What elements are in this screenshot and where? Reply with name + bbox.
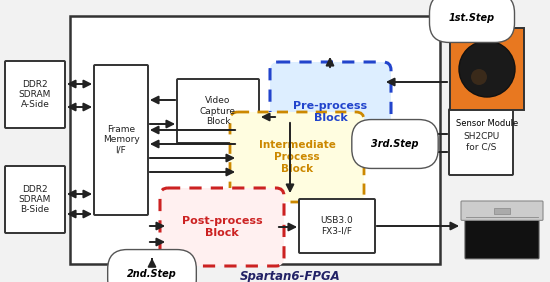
FancyBboxPatch shape	[461, 201, 543, 220]
Text: 1st.Step: 1st.Step	[449, 13, 495, 23]
FancyBboxPatch shape	[5, 166, 65, 233]
FancyBboxPatch shape	[465, 218, 539, 259]
Bar	[494, 208, 510, 214]
FancyBboxPatch shape	[230, 112, 364, 202]
FancyBboxPatch shape	[177, 79, 259, 143]
Text: Pre-process
Block: Pre-process Block	[294, 101, 367, 123]
Circle shape	[471, 69, 487, 85]
Text: Frame
Memory
I/F: Frame Memory I/F	[103, 125, 139, 155]
Text: SH2CPU
for C/S: SH2CPU for C/S	[463, 132, 499, 152]
Text: USB3.0
FX3-I/F: USB3.0 FX3-I/F	[321, 216, 353, 236]
FancyBboxPatch shape	[449, 109, 513, 175]
Text: DDR2
SDRAM
A-Side: DDR2 SDRAM A-Side	[19, 80, 51, 109]
Text: 2nd.Step: 2nd.Step	[127, 269, 177, 279]
Text: DDR2
SDRAM
B-Side: DDR2 SDRAM B-Side	[19, 185, 51, 214]
FancyBboxPatch shape	[5, 61, 65, 128]
Text: Intermediate
Process
Block: Intermediate Process Block	[258, 140, 336, 174]
FancyBboxPatch shape	[299, 199, 375, 253]
Bar	[450, 28, 524, 110]
Text: Sensor Module: Sensor Module	[456, 119, 518, 128]
Bar	[70, 16, 440, 264]
Text: Post-process
Block: Post-process Block	[182, 216, 262, 238]
FancyBboxPatch shape	[160, 188, 284, 266]
FancyBboxPatch shape	[270, 62, 391, 162]
Text: Spartan6-FPGA: Spartan6-FPGA	[240, 270, 340, 282]
Text: 3rd.Step: 3rd.Step	[371, 139, 419, 149]
FancyBboxPatch shape	[94, 65, 148, 215]
Text: Video
Capture
Block: Video Capture Block	[200, 96, 236, 126]
Circle shape	[459, 41, 515, 97]
